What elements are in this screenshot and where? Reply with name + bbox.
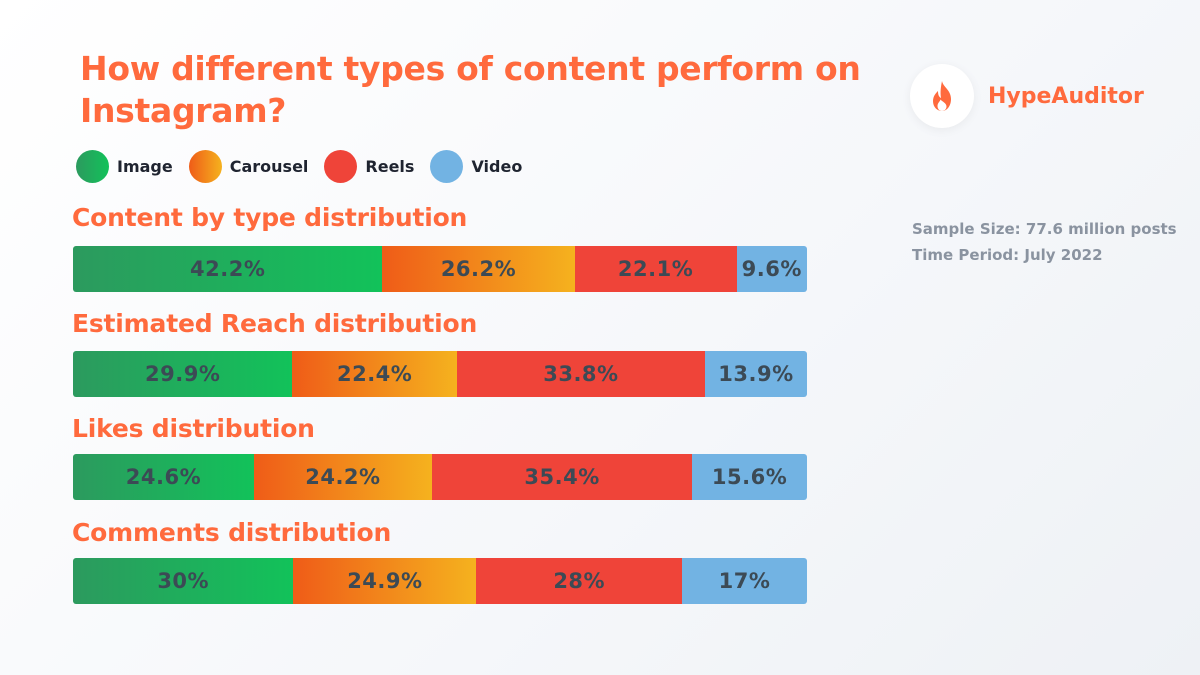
bar-segment-image: 29.9% — [73, 351, 293, 397]
legend-item-carousel: Carousel — [188, 150, 309, 183]
bar-segment-video: 17% — [682, 558, 807, 604]
legend-swatch-video — [430, 150, 464, 183]
bar-segment-video: 9.6% — [736, 246, 807, 292]
bar-segment-image: 24.6% — [73, 454, 254, 500]
data-label: 17% — [718, 569, 771, 593]
meta-info: Sample Size: 77.6 million posts Time Per… — [912, 216, 1177, 268]
data-label: 26.2% — [440, 257, 517, 281]
section-title-comments: Comments distribution — [72, 518, 392, 547]
stacked-bar-likes: 24.6% 24.2% 35.4% 15.6% — [73, 454, 807, 500]
data-label: 15.6% — [711, 465, 788, 489]
data-label: 24.9% — [347, 569, 423, 593]
brand-icon-circle — [910, 64, 974, 128]
data-label: 22.1% — [617, 257, 694, 281]
stacked-bar-comments: 30% 24.9% 28% 17% — [73, 558, 807, 604]
data-label: 29.9% — [145, 362, 221, 386]
bar-segment-image: 42.2% — [73, 246, 383, 292]
legend-swatch-reels — [324, 150, 358, 183]
legend-item-reels: Reels — [324, 150, 414, 183]
legend-label: Carousel — [229, 157, 309, 176]
data-label: 30% — [157, 569, 210, 593]
data-label: 33.8% — [543, 362, 619, 386]
bar-segment-reels: 28% — [476, 558, 683, 604]
section-title-estimated-reach: Estimated Reach distribution — [72, 309, 478, 338]
bar-segment-image: 30% — [73, 558, 294, 604]
section-title-content-by-type: Content by type distribution — [72, 203, 468, 232]
bar-segment-carousel: 24.2% — [253, 454, 432, 500]
bar-segment-carousel: 26.2% — [382, 246, 575, 292]
data-label: 24.2% — [305, 465, 381, 489]
section-title-likes: Likes distribution — [72, 414, 315, 443]
data-label: 9.6% — [741, 257, 802, 281]
bar-segment-reels: 35.4% — [431, 454, 693, 500]
bar-segment-carousel: 22.4% — [292, 351, 457, 397]
chart-title: How different types of content perform o… — [80, 49, 861, 130]
legend-label: Video — [471, 157, 523, 176]
legend-swatch-carousel — [188, 150, 222, 183]
flame-icon — [933, 81, 951, 111]
data-label: 35.4% — [524, 465, 600, 489]
legend-label: Image — [117, 157, 173, 176]
sample-size-text: Sample Size: 77.6 million posts — [912, 220, 1177, 238]
data-label: 13.9% — [718, 362, 794, 386]
legend-item-video: Video — [430, 150, 522, 183]
legend-label: Reels — [365, 157, 415, 176]
bar-segment-video: 15.6% — [692, 454, 807, 500]
legend-swatch-image — [76, 150, 109, 183]
time-period-text: Time Period: July 2022 — [912, 246, 1103, 264]
brand-logo: HypeAuditor — [910, 64, 1144, 128]
bar-segment-reels: 22.1% — [574, 246, 737, 292]
data-label: 24.6% — [125, 465, 202, 489]
bar-segment-carousel: 24.9% — [293, 558, 477, 604]
stacked-bar-content-by-type: 42.2% 26.2% 22.1% 9.6% — [73, 246, 807, 292]
bar-segment-reels: 33.8% — [456, 351, 705, 397]
data-label: 42.2% — [190, 257, 266, 281]
legend-item-image: Image — [76, 150, 173, 183]
legend: Image Carousel Reels Video — [76, 150, 538, 183]
data-label: 28% — [553, 569, 606, 593]
stacked-bar-estimated-reach: 29.9% 22.4% 33.8% 13.9% — [73, 351, 807, 397]
brand-name: HypeAuditor — [988, 83, 1144, 109]
bar-segment-video: 13.9% — [704, 351, 807, 397]
data-label: 22.4% — [336, 362, 413, 386]
